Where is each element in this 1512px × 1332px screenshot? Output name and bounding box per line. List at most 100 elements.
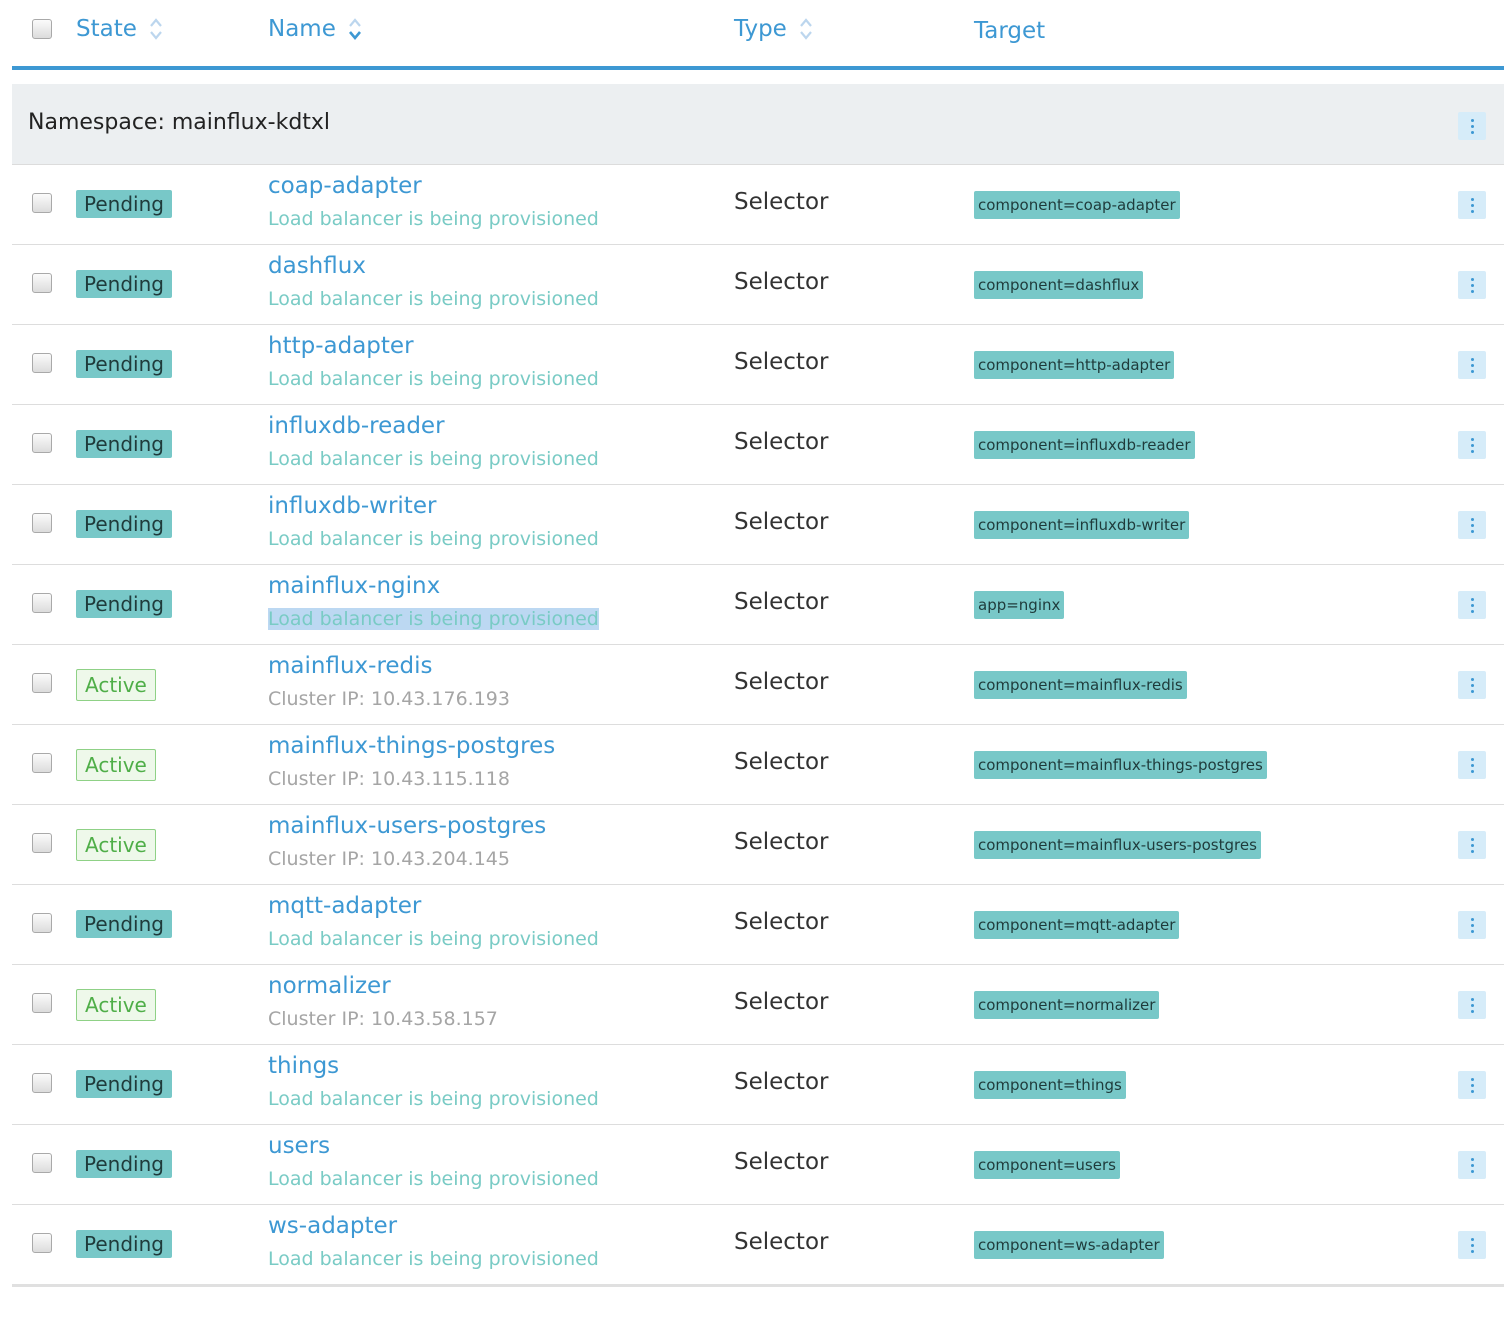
target-selector-tag: component=dashflux xyxy=(974,271,1144,299)
service-type: Selector xyxy=(734,989,829,1015)
service-type: Selector xyxy=(734,1069,829,1095)
row-checkbox[interactable] xyxy=(32,753,52,773)
target-selector-tag: component=mainflux-things-postgres xyxy=(974,751,1267,779)
service-type: Selector xyxy=(734,349,829,375)
service-type: Selector xyxy=(734,429,829,455)
column-header-name[interactable]: Name xyxy=(268,12,362,46)
service-type: Selector xyxy=(734,829,829,855)
select-all-checkbox[interactable] xyxy=(32,19,52,39)
load-balancer-status: Load balancer is being provisioned xyxy=(268,1088,599,1110)
service-name-link[interactable]: mqtt-adapter xyxy=(268,893,422,919)
column-header-type[interactable]: Type xyxy=(734,12,813,46)
table-row[interactable]: Active mainflux-users-postgres Cluster IP:… xyxy=(12,805,1504,885)
row-checkbox[interactable] xyxy=(32,593,52,613)
service-name-link[interactable]: mainflux-users-postgres xyxy=(268,813,547,839)
table-row[interactable]: Pending things Load balancer is being prov… xyxy=(12,1045,1504,1125)
table-row[interactable]: Pending influxdb-reader Load balancer is b… xyxy=(12,405,1504,485)
services-table: State Name Type Target Namespace: mainfl… xyxy=(12,0,1504,1285)
cluster-ip: Cluster IP: 10.43.115.118 xyxy=(268,768,510,790)
table-row[interactable]: Pending mainflux-nginx Load balancer is be… xyxy=(12,565,1504,645)
column-header-state-label: State xyxy=(76,16,137,42)
service-type: Selector xyxy=(734,589,829,615)
kebab-menu-icon[interactable] xyxy=(1458,1071,1486,1099)
service-name-link[interactable]: mainflux-things-postgres xyxy=(268,733,556,759)
service-type: Selector xyxy=(734,669,829,695)
row-checkbox[interactable] xyxy=(32,833,52,853)
status-badge: Active xyxy=(76,669,156,701)
row-checkbox[interactable] xyxy=(32,1233,52,1253)
table-row[interactable]: Pending influxdb-writer Load balancer is b… xyxy=(12,485,1504,565)
service-name-link[interactable]: http-adapter xyxy=(268,333,414,359)
kebab-menu-icon[interactable] xyxy=(1458,1151,1486,1179)
row-checkbox[interactable] xyxy=(32,993,52,1013)
kebab-menu-icon[interactable] xyxy=(1458,351,1486,379)
cluster-ip: Cluster IP: 10.43.176.193 xyxy=(268,688,510,710)
row-checkbox[interactable] xyxy=(32,673,52,693)
sort-icon[interactable] xyxy=(348,17,362,41)
table-row[interactable]: Active mainflux-things-postgres Cluster IP… xyxy=(12,725,1504,805)
sort-icon[interactable] xyxy=(149,17,163,41)
service-type: Selector xyxy=(734,1149,829,1175)
kebab-menu-icon[interactable] xyxy=(1458,1231,1486,1259)
target-selector-tag: component=normalizer xyxy=(974,991,1160,1019)
kebab-menu-icon[interactable] xyxy=(1458,911,1486,939)
row-checkbox[interactable] xyxy=(32,193,52,213)
target-selector-tag: component=mainflux-redis xyxy=(974,671,1187,699)
target-selector-tag: app=nginx xyxy=(974,591,1065,619)
table-row[interactable]: Pending http-adapter Load balancer is bein… xyxy=(12,325,1504,405)
kebab-menu-icon[interactable] xyxy=(1458,751,1486,779)
status-badge: Pending xyxy=(76,430,172,458)
status-badge: Active xyxy=(76,829,156,861)
row-checkbox[interactable] xyxy=(32,433,52,453)
sort-icon[interactable] xyxy=(799,17,813,41)
table-bottom-border xyxy=(12,1284,1504,1287)
service-name-link[interactable]: ws-adapter xyxy=(268,1213,398,1239)
status-badge: Pending xyxy=(76,1150,172,1178)
kebab-menu-icon[interactable] xyxy=(1458,431,1486,459)
kebab-menu-icon[interactable] xyxy=(1458,191,1486,219)
table-row[interactable]: Pending mqtt-adapter Load balancer is bein… xyxy=(12,885,1504,965)
namespace-group-row: Namespace: mainflux-kdtxl xyxy=(12,84,1504,165)
service-name-link[interactable]: influxdb-writer xyxy=(268,493,437,519)
service-name-link[interactable]: dashflux xyxy=(268,253,366,279)
table-row[interactable]: Pending users Load balancer is being provi… xyxy=(12,1125,1504,1205)
service-name-link[interactable]: mainflux-redis xyxy=(268,653,433,679)
load-balancer-status: Load balancer is being provisioned xyxy=(268,928,599,950)
service-type: Selector xyxy=(734,1229,829,1255)
service-name-link[interactable]: influxdb-reader xyxy=(268,413,445,439)
table-row[interactable]: Pending coap-adapter Load balancer is bein… xyxy=(12,165,1504,245)
row-checkbox[interactable] xyxy=(32,273,52,293)
row-checkbox[interactable] xyxy=(32,913,52,933)
status-badge: Pending xyxy=(76,270,172,298)
service-type: Selector xyxy=(734,269,829,295)
kebab-menu-icon[interactable] xyxy=(1458,112,1486,140)
kebab-menu-icon[interactable] xyxy=(1458,271,1486,299)
row-checkbox[interactable] xyxy=(32,1153,52,1173)
table-row[interactable]: Active mainflux-redis Cluster IP: 10.43.17… xyxy=(12,645,1504,725)
status-badge: Pending xyxy=(76,510,172,538)
row-checkbox[interactable] xyxy=(32,353,52,373)
kebab-menu-icon[interactable] xyxy=(1458,511,1486,539)
column-header-state[interactable]: State xyxy=(76,12,163,46)
service-name-link[interactable]: normalizer xyxy=(268,973,391,999)
status-badge: Pending xyxy=(76,910,172,938)
service-name-link[interactable]: users xyxy=(268,1133,331,1159)
column-header-target-label: Target xyxy=(974,18,1046,44)
table-row[interactable]: Pending dashflux Load balancer is being pr… xyxy=(12,245,1504,325)
service-name-link[interactable]: coap-adapter xyxy=(268,173,422,199)
status-badge: Pending xyxy=(76,350,172,378)
table-row[interactable]: Active normalizer Cluster IP: 10.43.58.157… xyxy=(12,965,1504,1045)
service-name-link[interactable]: things xyxy=(268,1053,340,1079)
table-row[interactable]: Pending ws-adapter Load balancer is being … xyxy=(12,1205,1504,1285)
row-checkbox[interactable] xyxy=(32,1073,52,1093)
kebab-menu-icon[interactable] xyxy=(1458,591,1486,619)
target-selector-tag: component=things xyxy=(974,1071,1126,1099)
cluster-ip: Cluster IP: 10.43.58.157 xyxy=(268,1008,498,1030)
kebab-menu-icon[interactable] xyxy=(1458,991,1486,1019)
kebab-menu-icon[interactable] xyxy=(1458,831,1486,859)
target-selector-tag: component=influxdb-reader xyxy=(974,431,1195,459)
service-name-link[interactable]: mainflux-nginx xyxy=(268,573,441,599)
row-checkbox[interactable] xyxy=(32,513,52,533)
kebab-menu-icon[interactable] xyxy=(1458,671,1486,699)
load-balancer-status: Load balancer is being provisioned xyxy=(268,1248,599,1270)
